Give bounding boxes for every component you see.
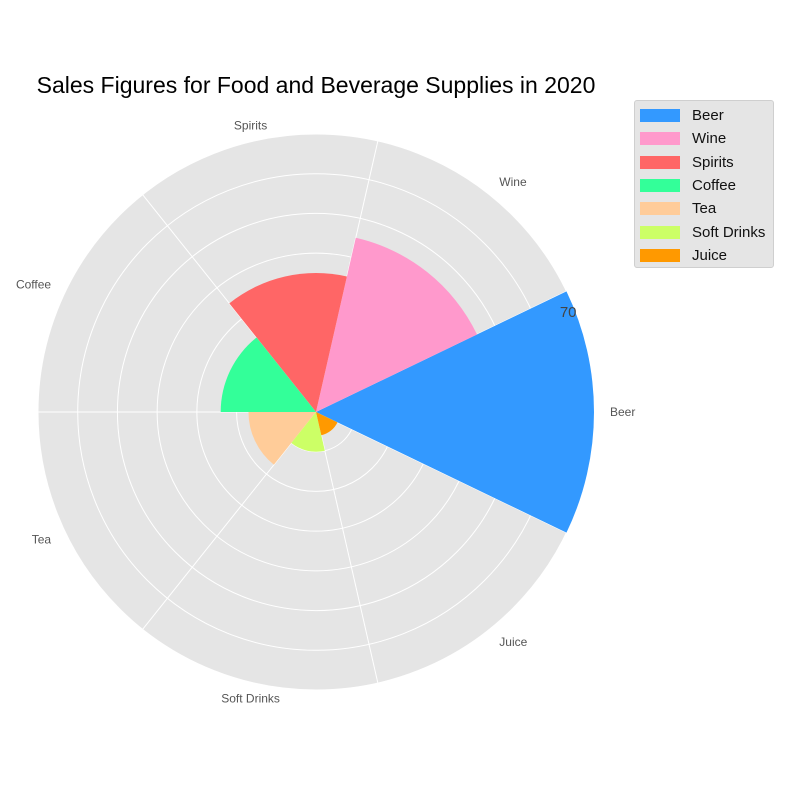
legend-label: Tea xyxy=(692,200,716,217)
legend-item: Spirits xyxy=(640,151,773,174)
legend-item: Coffee xyxy=(640,174,773,197)
legend-item: Soft Drinks xyxy=(640,220,773,243)
legend-swatch xyxy=(640,132,680,145)
legend-swatch xyxy=(640,156,680,169)
category-label-tea: Tea xyxy=(32,533,52,547)
legend-label: Coffee xyxy=(692,177,736,194)
category-label-wine: Wine xyxy=(499,175,527,189)
legend-item: Tea xyxy=(640,197,773,220)
r-tick-label: 70 xyxy=(560,304,577,321)
legend-swatch xyxy=(640,226,680,239)
legend-swatch xyxy=(640,202,680,215)
category-label-spirits: Spirits xyxy=(234,118,267,132)
plot-area: 70 Beer Wine Spirits Coffee Tea Soft Drinks Jui… xyxy=(16,118,635,705)
legend-label: Beer xyxy=(692,107,724,124)
legend-swatch xyxy=(640,179,680,192)
chart-title: Sales Figures for Food and Beverage Supp… xyxy=(37,72,596,98)
legend-label: Spirits xyxy=(692,154,734,171)
category-label-coffee: Coffee xyxy=(16,277,51,291)
legend-swatch xyxy=(640,249,680,262)
legend-label: Juice xyxy=(692,247,727,264)
legend-item: Wine xyxy=(640,127,773,150)
legend-label: Soft Drinks xyxy=(692,224,765,241)
legend-item: Juice xyxy=(640,244,773,267)
category-label-soft-drinks: Soft Drinks xyxy=(221,692,280,706)
category-label-juice: Juice xyxy=(499,635,527,649)
legend-item: Beer xyxy=(640,104,773,127)
legend-swatch xyxy=(640,109,680,122)
category-label-beer: Beer xyxy=(610,405,635,419)
legend-label: Wine xyxy=(692,130,726,147)
legend: Beer Wine Spirits Coffee Tea Soft Drinks Juice xyxy=(634,100,774,268)
